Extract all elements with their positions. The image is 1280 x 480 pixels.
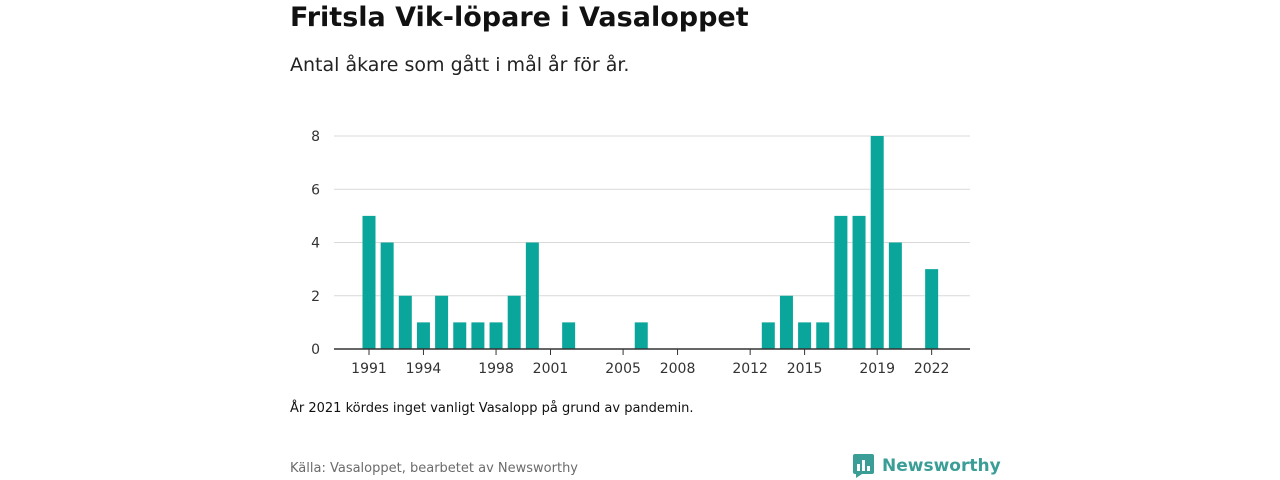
- chart-subtitle: Antal åkare som gått i mål år för år.: [290, 54, 630, 76]
- bar-chart: 0 2 4 6 8 1991 1994 1998 2001 2005 2008 2012 2015 201…: [311, 129, 970, 377]
- bar: [380, 242, 394, 349]
- y-tick-label: 6: [311, 182, 320, 198]
- bar: [562, 322, 576, 349]
- bar: [398, 295, 412, 349]
- bar: [525, 242, 539, 349]
- x-tick-label: 2019: [859, 361, 895, 377]
- bar: [362, 215, 376, 349]
- bar: [888, 242, 902, 349]
- newsworthy-logo: Newsworthy: [852, 453, 1001, 479]
- bar: [435, 295, 449, 349]
- y-tick-label: 0: [311, 342, 320, 358]
- chart-title: Fritsla Vik-löpare i Vasaloppet: [290, 2, 749, 33]
- x-tick-label: 2015: [787, 361, 823, 377]
- x-tick-label: 2001: [533, 361, 569, 377]
- source-credit: Källa: Vasaloppet, bearbetet av Newswort…: [290, 461, 578, 476]
- newsworthy-logo-icon: [853, 454, 874, 478]
- x-tick-label: 2008: [660, 361, 696, 377]
- bar: [779, 295, 793, 349]
- bar: [416, 322, 430, 349]
- bar: [453, 322, 467, 349]
- bar: [870, 136, 884, 349]
- bar: [634, 322, 648, 349]
- bar: [798, 322, 812, 349]
- y-tick-label: 2: [311, 289, 320, 305]
- x-tick-label: 2012: [732, 361, 768, 377]
- bar: [507, 295, 521, 349]
- bar: [761, 322, 775, 349]
- x-tick-label: 2022: [914, 361, 950, 377]
- bar: [816, 322, 830, 349]
- x-tick-label: 2005: [605, 361, 641, 377]
- y-tick-label: 8: [311, 129, 320, 145]
- bar: [489, 322, 503, 349]
- chart-note: År 2021 kördes inget vanligt Vasalopp på…: [290, 401, 694, 416]
- bar: [925, 269, 939, 349]
- y-tick-label: 4: [311, 236, 320, 252]
- bar: [471, 322, 485, 349]
- x-tick-label: 1994: [406, 361, 442, 377]
- x-tick-label: 1998: [478, 361, 514, 377]
- x-tick-label: 1991: [351, 361, 387, 377]
- bar: [834, 215, 848, 349]
- bar: [852, 215, 866, 349]
- brand-name: Newsworthy: [882, 456, 1001, 476]
